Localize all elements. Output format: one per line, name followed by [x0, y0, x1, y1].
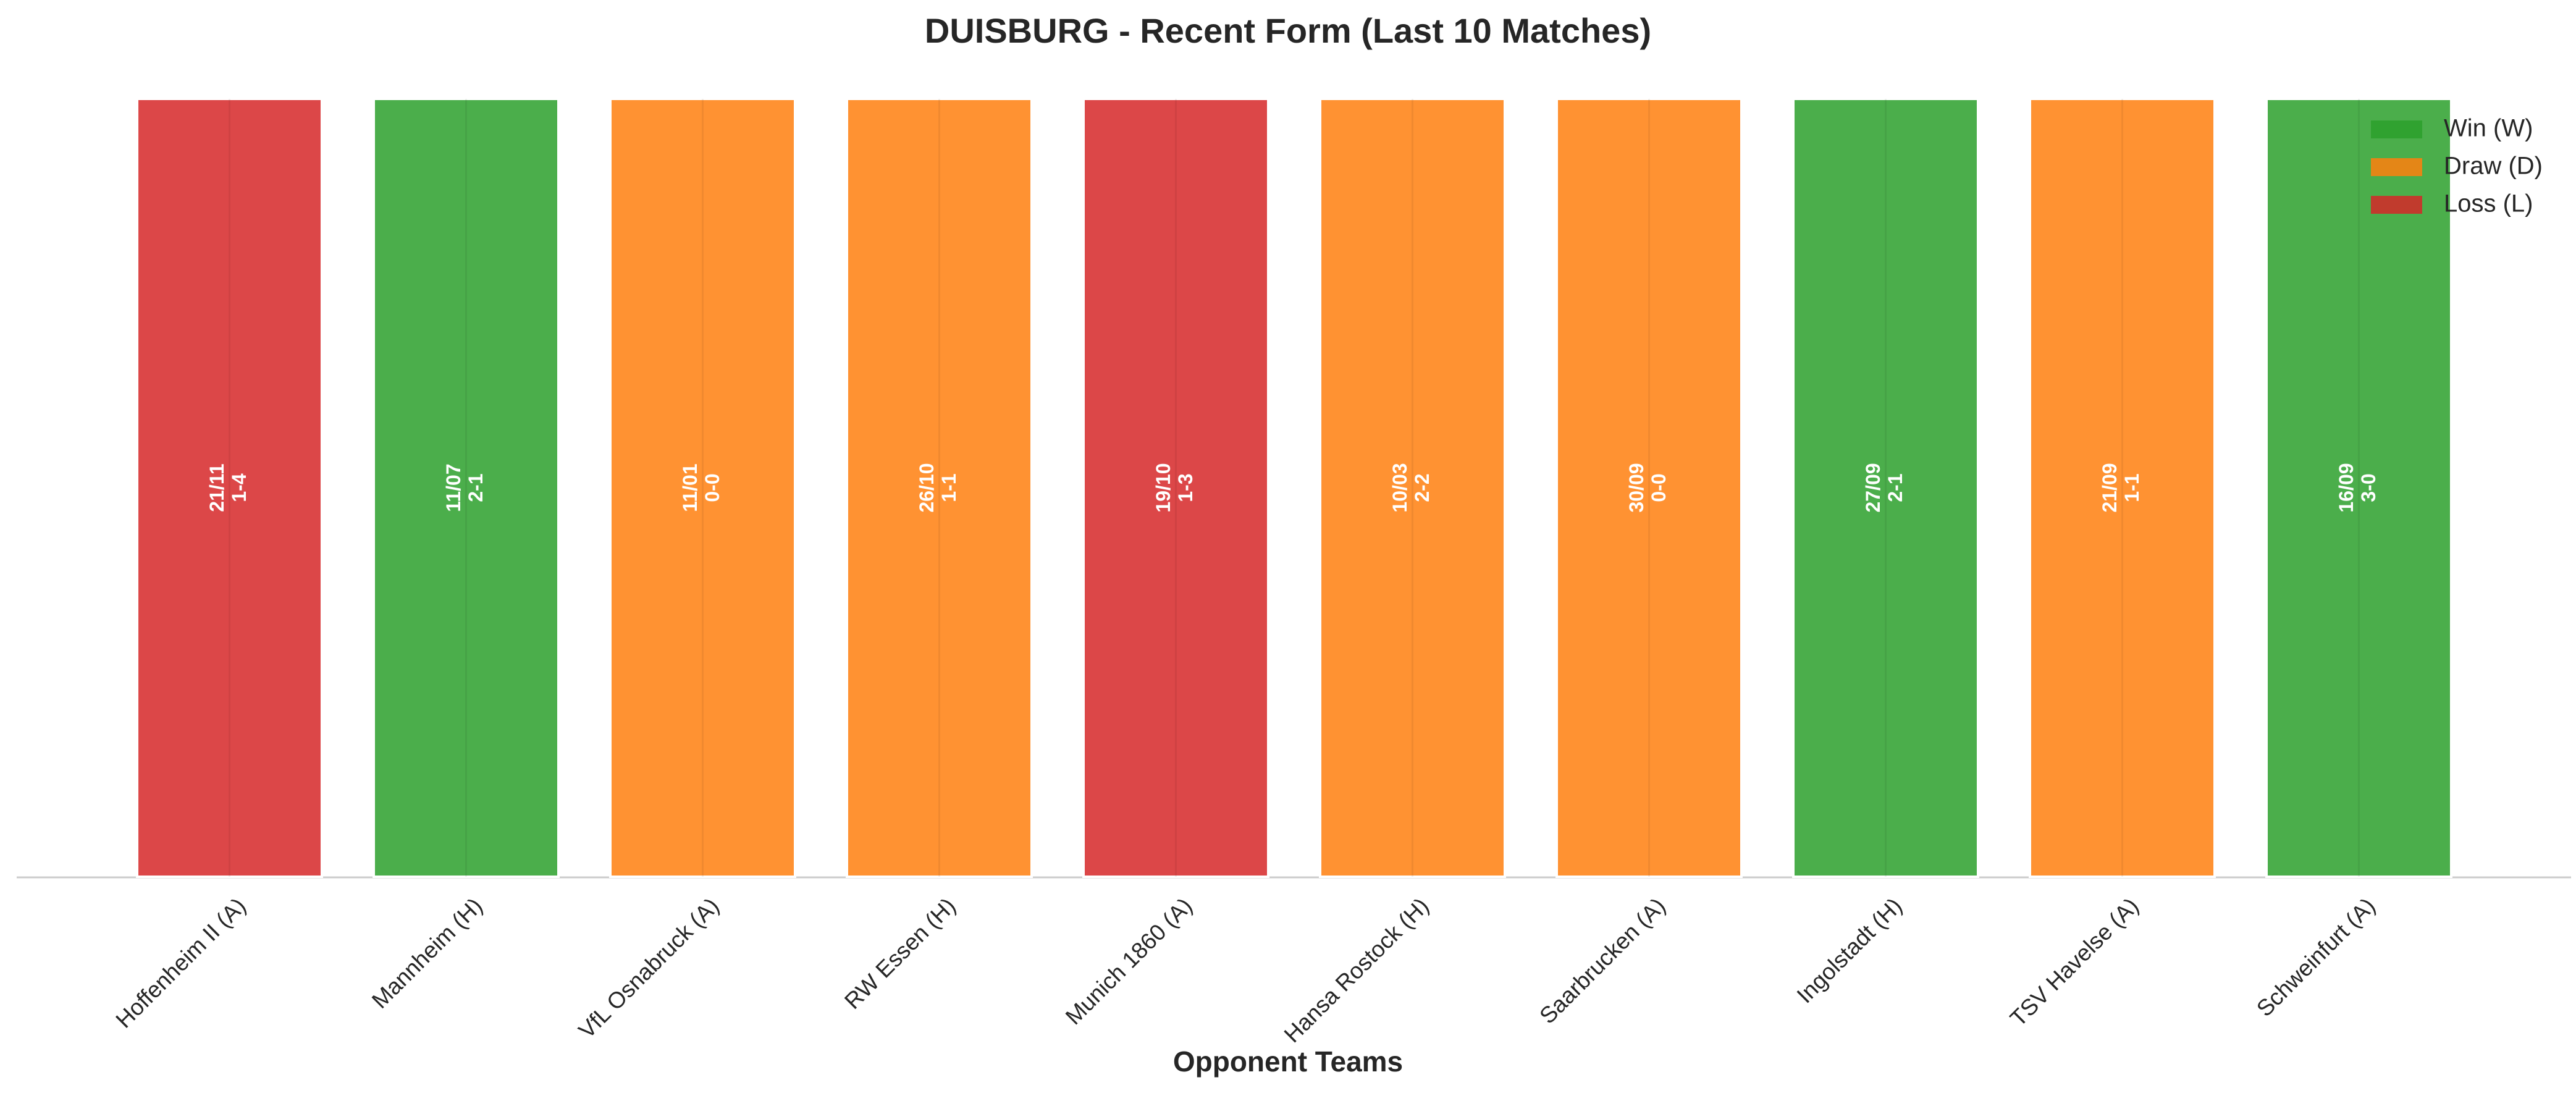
bar	[2265, 98, 2452, 878]
bar	[373, 98, 560, 878]
bar-score-label: 0-0	[701, 473, 723, 502]
bar-label: 11/07 2-1	[442, 463, 487, 512]
legend-label: Draw (D)	[2444, 153, 2543, 180]
bar	[136, 98, 323, 878]
bar-score-label: 1-1	[938, 473, 960, 502]
bar-score-label: 2-1	[465, 473, 487, 502]
bar	[609, 98, 796, 878]
bar-date-label: 21/11	[206, 463, 228, 512]
bar-date-label: 26/10	[915, 463, 938, 512]
x-tick-label: Munich 1860 (A)	[1061, 893, 1197, 1029]
x-tick-label: TSV Havelse (A)	[2005, 893, 2144, 1031]
bar-label: 26/10 1-1	[915, 463, 960, 512]
bar	[1319, 98, 1506, 878]
legend-swatch	[2371, 196, 2422, 214]
x-tick-label: Hoffenheim II (A)	[111, 893, 251, 1032]
x-tick-label: Saarbrucken (A)	[1534, 893, 1670, 1028]
bar-label: 21/11 1-4	[206, 463, 250, 512]
chart-title: DUISBURG - Recent Form (Last 10 Matches)	[925, 11, 1651, 50]
bar-date-label: 16/09	[2335, 463, 2357, 512]
bar-date-label: 27/09	[1862, 463, 1884, 512]
bar-score-label: 1-1	[2121, 473, 2143, 502]
bar	[846, 98, 1033, 878]
bar-date-label: 11/01	[679, 463, 701, 512]
x-tick-label: Hansa Rostock (H)	[1279, 893, 1434, 1047]
x-tick-label: Schweinfurt (A)	[2252, 893, 2380, 1021]
x-tick-label: Ingolstadt (H)	[1792, 893, 1907, 1008]
bar-date-label: 21/09	[2098, 463, 2121, 512]
bar-label: 10/03 2-2	[1389, 463, 1433, 512]
bar-date-label: 30/09	[1625, 463, 1648, 512]
bar-score-label: 2-1	[1884, 473, 1906, 502]
legend-swatch	[2371, 120, 2422, 138]
bar-date-label: 19/10	[1152, 463, 1174, 512]
bar-score-label: 0-0	[1648, 473, 1670, 502]
bar-label: 27/09 2-1	[1862, 463, 1906, 512]
bar-date-label: 10/03	[1389, 463, 1411, 512]
bar-score-label: 1-4	[228, 473, 250, 502]
bar	[1792, 98, 1979, 878]
bar-score-label: 2-2	[1411, 473, 1433, 502]
bar-label: 19/10 1-3	[1152, 463, 1197, 512]
bar-label: 16/09 3-0	[2335, 463, 2380, 512]
x-axis-label: Opponent Teams	[1173, 1045, 1403, 1078]
x-tick-label: Mannheim (H)	[367, 893, 487, 1013]
x-tick-label: VfL Osnabruck (A)	[574, 893, 724, 1043]
bar-date-label: 11/07	[442, 463, 465, 512]
bar-label: 30/09 0-0	[1625, 463, 1670, 512]
bar	[1082, 98, 1269, 878]
bar-score-label: 1-3	[1174, 473, 1197, 502]
bar-label: 11/01 0-0	[679, 463, 723, 512]
bar-score-label: 3-0	[2357, 473, 2380, 502]
bar-label: 21/09 1-1	[2098, 463, 2143, 512]
legend-label: Win (W)	[2444, 115, 2533, 142]
legend-label: Loss (L)	[2444, 190, 2533, 217]
x-tick-label: RW Essen (H)	[840, 893, 961, 1014]
bar	[2029, 98, 2216, 878]
legend-swatch	[2371, 158, 2422, 176]
bar	[1555, 98, 1743, 878]
